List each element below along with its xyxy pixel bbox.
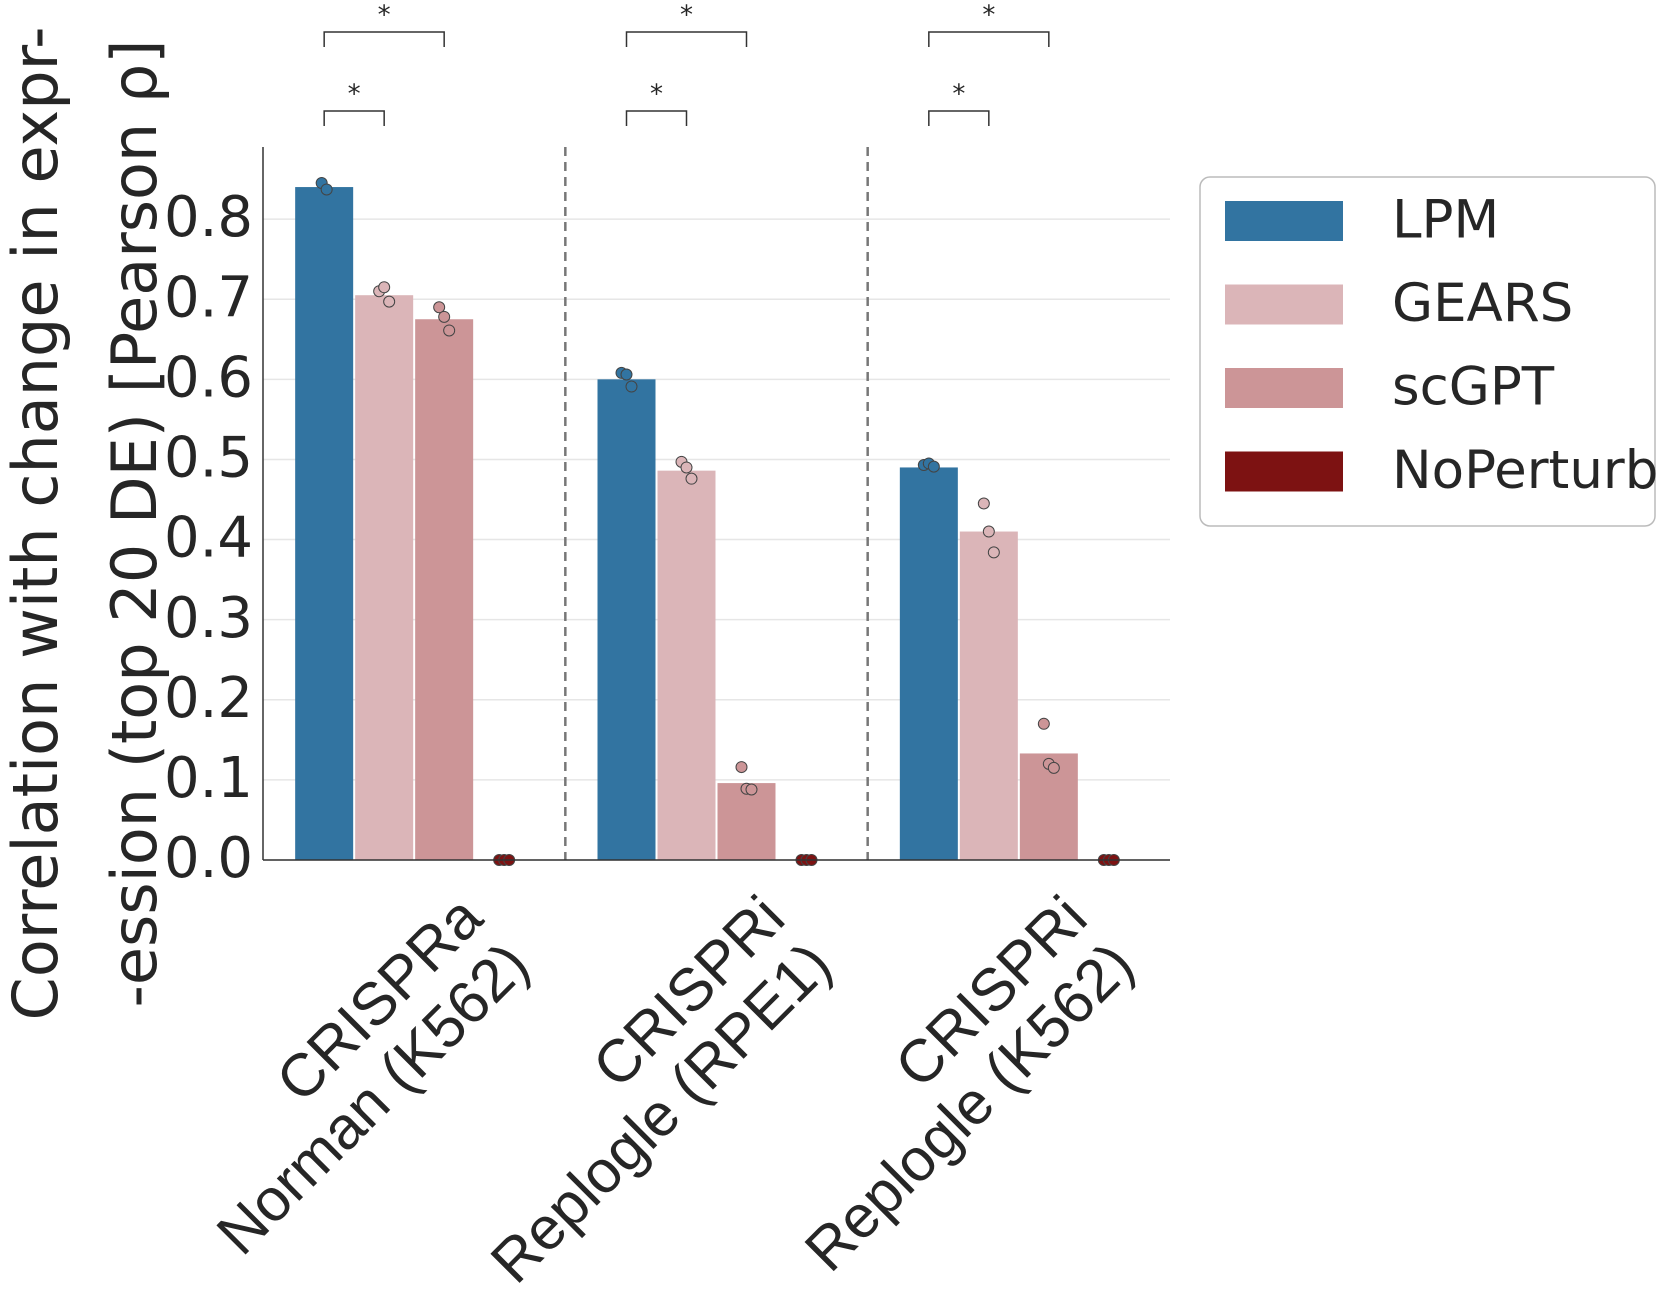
data-point	[1047, 761, 1060, 774]
y-axis-label: Correlation with change in expr- -ession …	[0, 27, 171, 1021]
y-tick-label: 0.7	[164, 265, 253, 330]
bar	[295, 187, 354, 861]
bar	[415, 319, 474, 860]
legend-label: GEARS	[1392, 273, 1573, 334]
bar	[717, 783, 776, 860]
y-tick-label: 0.2	[164, 666, 253, 731]
y-tick-label: 0.5	[164, 426, 253, 491]
significance-bracket	[625, 31, 748, 47]
y-tick-label: 0.3	[164, 586, 253, 651]
bar	[657, 470, 716, 860]
y-tick-label: 0.6	[164, 345, 253, 410]
y-tick-label: 0.8	[164, 185, 253, 250]
y-tick-label: 0.0	[164, 826, 253, 891]
data-point	[977, 497, 990, 510]
y-axis-label-line: Correlation with change in expr-	[0, 27, 72, 1021]
data-point	[680, 461, 693, 474]
data-point	[685, 472, 698, 485]
data-point	[1037, 717, 1050, 730]
bar	[1019, 753, 1078, 860]
y-axis-label-line: -ession (top 20 DE) [Pearson ρ]	[98, 40, 171, 1008]
data-point	[987, 546, 1000, 559]
data-point	[625, 380, 638, 393]
data-point	[320, 183, 333, 196]
y-tick-label: 0.4	[164, 506, 253, 571]
data-point	[438, 310, 451, 323]
x-tick-label: CRISPRaNorman (K562)	[157, 883, 542, 1268]
data-point	[433, 301, 446, 314]
data-point	[927, 460, 940, 473]
legend-label: NoPerturb	[1392, 440, 1658, 501]
data-point	[745, 783, 758, 796]
legend-swatch	[1225, 201, 1343, 241]
bar	[355, 295, 414, 860]
significance-bracket	[323, 31, 445, 47]
significance-label: *	[952, 80, 965, 110]
significance-bracket	[625, 110, 688, 126]
bar	[597, 379, 656, 860]
data-point	[735, 761, 748, 774]
legend-swatch	[1225, 451, 1343, 492]
bar	[959, 531, 1018, 860]
significance-label: *	[982, 1, 995, 31]
legend-swatch	[1225, 368, 1343, 408]
significance-label: *	[378, 1, 391, 31]
data-point	[383, 295, 396, 308]
y-tick-label: 0.1	[164, 746, 253, 811]
significance-bracket	[323, 110, 385, 126]
legend-label: LPM	[1392, 190, 1499, 251]
significance-label: *	[680, 1, 693, 31]
data-point	[378, 281, 391, 294]
legend-swatch	[1225, 284, 1343, 325]
legend-label: scGPT	[1392, 357, 1555, 418]
significance-bracket	[928, 110, 990, 126]
data-point	[443, 324, 456, 337]
data-point	[620, 368, 633, 381]
bar	[899, 467, 958, 860]
significance-bracket	[928, 31, 1050, 47]
significance-label: *	[650, 80, 663, 110]
data-point	[982, 525, 995, 538]
legend-box	[1199, 176, 1656, 527]
significance-label: *	[348, 80, 361, 110]
